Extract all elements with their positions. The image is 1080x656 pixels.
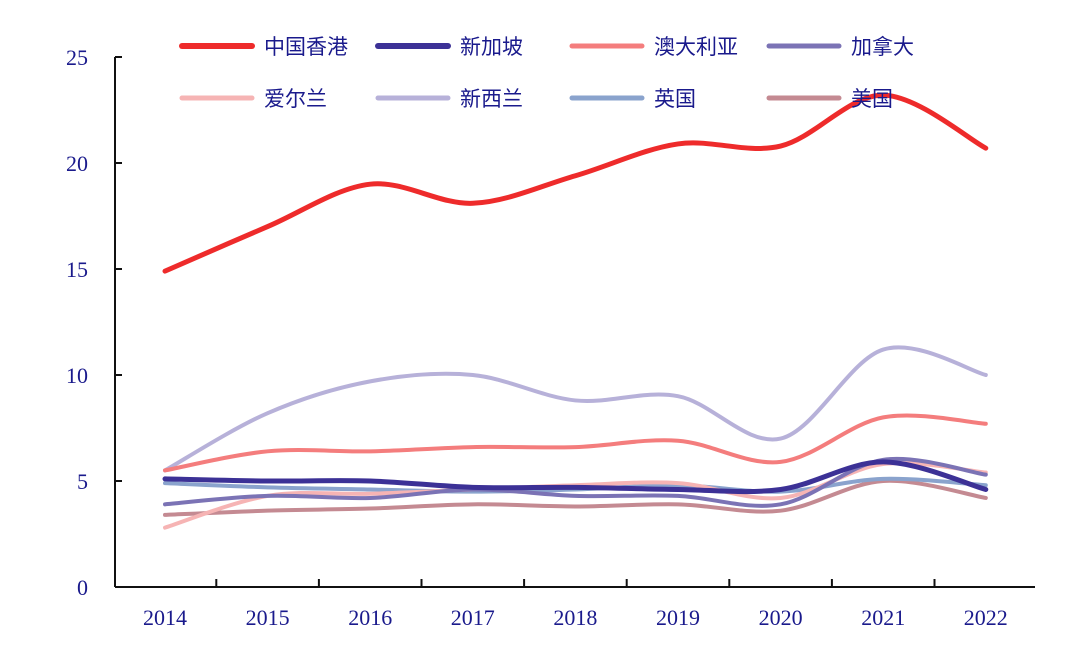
legend-label: 爱尔兰 bbox=[264, 87, 327, 111]
legend-item-1: 中国香港 bbox=[179, 35, 348, 59]
axes-layer: 0 5 10 15 20 25 2014 2015 2016 2017 2018 2019 2020 20… bbox=[66, 45, 1035, 630]
legend-label: 新加坡 bbox=[460, 35, 523, 59]
y-tick-label: 25 bbox=[66, 45, 88, 70]
x-tick-label: 2015 bbox=[246, 605, 290, 630]
x-tick-label: 2014 bbox=[143, 605, 187, 630]
x-tick-label: 2018 bbox=[553, 605, 597, 630]
x-tick-label: 2022 bbox=[964, 605, 1008, 630]
y-tick-label: 0 bbox=[77, 575, 88, 600]
y-tick-label: 5 bbox=[77, 469, 88, 494]
series-line-1 bbox=[162, 92, 989, 274]
series-line-3 bbox=[163, 413, 988, 473]
x-tick-label: 2017 bbox=[451, 605, 495, 630]
legend-item-3: 澳大利亚 bbox=[569, 35, 738, 59]
legend-item-2: 新加坡 bbox=[375, 35, 523, 59]
legend-item-4: 加拿大 bbox=[766, 35, 914, 59]
legend-item-8: 美国 bbox=[766, 87, 893, 111]
x-tick-label: 2019 bbox=[656, 605, 700, 630]
legend-item-7: 英国 bbox=[569, 87, 696, 111]
legend-label: 英国 bbox=[654, 87, 696, 111]
legend-label: 美国 bbox=[851, 87, 893, 111]
series-line-2 bbox=[162, 459, 989, 495]
legend-label: 加拿大 bbox=[851, 35, 914, 59]
x-tick-label: 2020 bbox=[759, 605, 803, 630]
legend-label: 中国香港 bbox=[264, 35, 348, 59]
legend-label: 新西兰 bbox=[460, 87, 523, 111]
series-line-4 bbox=[163, 456, 988, 508]
y-tick-label: 20 bbox=[66, 151, 88, 176]
x-tick-label: 2016 bbox=[348, 605, 392, 630]
legend-label: 澳大利亚 bbox=[654, 35, 738, 59]
x-tick-label: 2021 bbox=[861, 605, 905, 630]
y-tick-label: 10 bbox=[66, 363, 88, 388]
series-line-8 bbox=[163, 478, 988, 517]
legend-item-6: 新西兰 bbox=[375, 87, 523, 111]
series-line-6 bbox=[163, 345, 988, 473]
legend-item-5: 爱尔兰 bbox=[179, 87, 327, 111]
series-layer bbox=[162, 92, 989, 530]
y-tick-label: 15 bbox=[66, 257, 88, 282]
